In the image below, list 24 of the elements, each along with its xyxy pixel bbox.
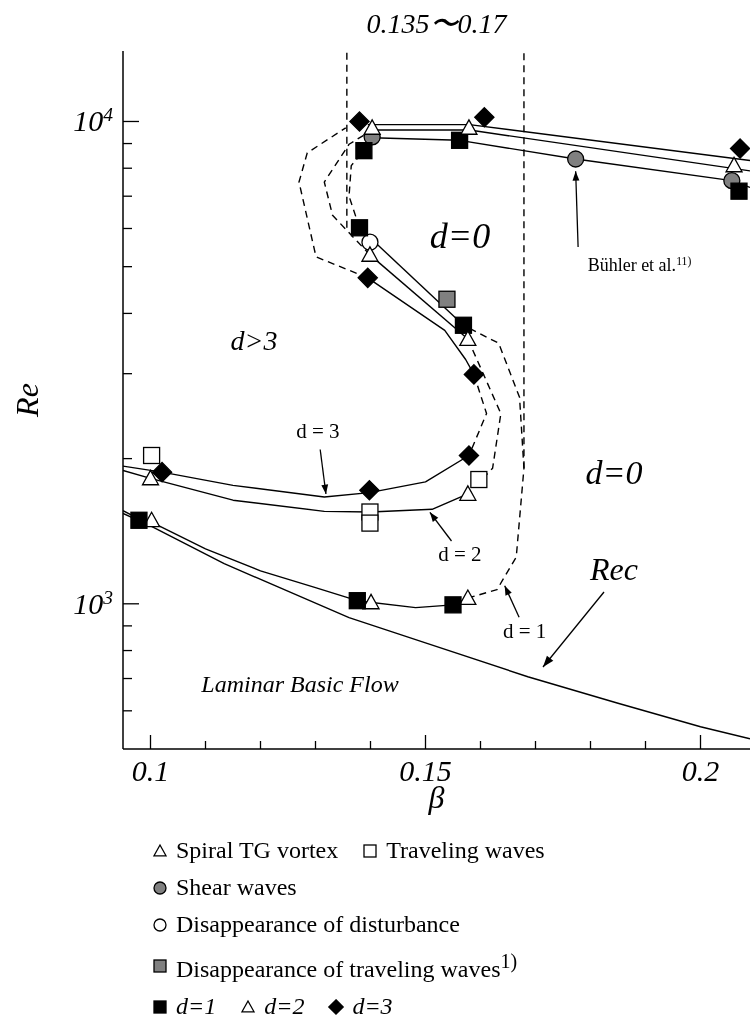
y-tick-label: 10$^{3}$ [73, 586, 114, 620]
annotation: d = 2 [438, 541, 482, 566]
annotation: Laminar Basic Flow [200, 671, 399, 697]
text: 0.135〜0.17 [366, 8, 508, 39]
legend-label: Spiral TG vortex [176, 836, 339, 865]
annotation: d = 3 [296, 419, 340, 444]
annotation: d=0 [429, 216, 491, 256]
annotation: d = 1 [503, 619, 547, 644]
x-tick-label: 0.1 [131, 754, 170, 787]
legend-label: Disappearance of disturbance [176, 910, 460, 939]
legend-label: d=1 [176, 992, 217, 1021]
x-tick-label: 0.2 [681, 754, 720, 787]
annotation: d=0 [585, 454, 643, 491]
legend-label: Disappearance of traveling waves$^{1)}$ [176, 949, 518, 984]
legend-label: d=2 [264, 992, 305, 1021]
annotation: Bühler et al.$^{11)}$ [587, 254, 692, 275]
legend-label: Traveling waves [386, 836, 545, 865]
y-tick-label: 10$^{4}$ [73, 103, 114, 138]
annotation: Rec [589, 551, 638, 587]
x-tick-label: 0.15 [399, 754, 452, 787]
legend-label: d=3 [352, 992, 393, 1021]
y-axis-title: Re [9, 383, 45, 418]
annotation: d>3 [230, 325, 278, 356]
legend-label: Shear waves [176, 873, 297, 902]
